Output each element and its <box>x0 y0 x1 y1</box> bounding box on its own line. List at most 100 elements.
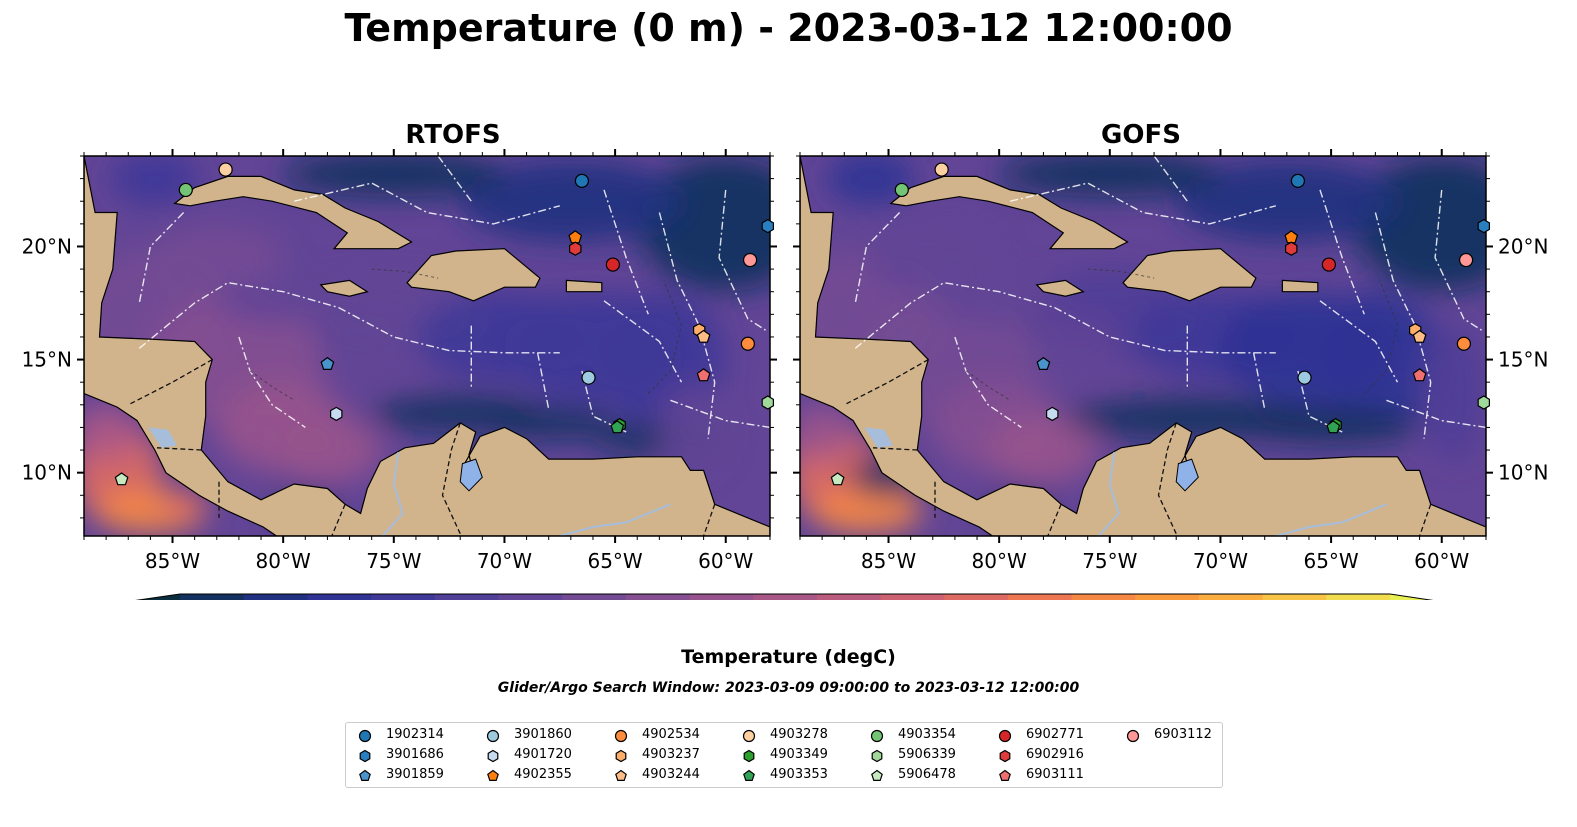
legend-label: 6903111 <box>1026 767 1084 782</box>
legend-marker <box>615 749 627 763</box>
float-marker-3901686 <box>761 218 775 234</box>
float-marker-1902314 <box>574 173 590 188</box>
legend-marker <box>359 769 371 781</box>
temperature-anomaly <box>999 156 1221 197</box>
legend-label: 4903353 <box>770 767 828 782</box>
x-tick-label: 75°W <box>366 549 421 573</box>
float-marker-4902534 <box>1456 336 1471 351</box>
search-window-text: Glider/Argo Search Window: 2023-03-09 09… <box>497 680 1080 696</box>
eez-boundary <box>138 281 560 354</box>
float-marker-4903244 <box>696 329 711 343</box>
temperature-anomaly <box>659 382 726 473</box>
legend-marker-icon <box>359 749 371 763</box>
temperature-anomaly <box>932 278 1066 324</box>
bathymetry-contour <box>647 280 683 394</box>
country-border <box>1157 422 1177 534</box>
x-tick-label: 65°W <box>1303 549 1358 573</box>
x-tick-label: 65°W <box>587 549 642 573</box>
temperature-anomaly <box>460 160 682 242</box>
panel-title-rtofs: RTOFS <box>405 120 501 150</box>
legend-label: 4903237 <box>642 747 700 762</box>
figure-title: Temperature (0 m) - 2023-03-12 12:00:00 <box>344 6 1233 50</box>
float-marker-4903354 <box>894 182 909 198</box>
eez-boundary <box>658 212 716 439</box>
x-tick-label: 80°W <box>972 549 1027 573</box>
legend-marker-icon <box>358 729 372 743</box>
eez-boundary <box>670 399 770 429</box>
colorbar-bin <box>1007 594 1073 600</box>
temperature-anomaly <box>84 404 140 460</box>
legend-marker <box>998 729 1012 743</box>
temperature-anomaly <box>811 488 922 534</box>
legend-marker <box>742 729 756 743</box>
x-tick-label: 85°W <box>861 549 916 573</box>
colorbar-bin <box>1071 594 1136 600</box>
eez-boundary <box>1386 399 1486 429</box>
float-marker-4903244 <box>1412 329 1427 343</box>
float-marker-6903111 <box>696 368 711 382</box>
bathymetry-contour <box>1363 280 1399 394</box>
legend-label: 6902916 <box>1026 747 1084 762</box>
map-frame <box>799 155 1487 537</box>
legend-marker-icon <box>870 729 884 743</box>
temperature-anomaly <box>866 223 1000 292</box>
x-tick-label: 70°W <box>1193 549 1248 573</box>
float-marker-1902314 <box>1290 173 1306 188</box>
float-legend: 1902314 3901686 3901859 3901860 4901720 49023… <box>345 722 1223 788</box>
eez-boundary <box>1153 156 1188 202</box>
legend-label: 4901720 <box>514 747 572 762</box>
temperature-anomaly <box>800 404 856 460</box>
float-marker-5906339 <box>1477 395 1491 410</box>
legend-marker-icon <box>487 769 499 781</box>
float-marker-4903278 <box>934 162 949 177</box>
eez-boundary <box>603 189 649 315</box>
puerto-rico-land <box>1281 279 1319 293</box>
jamaica-land <box>319 279 369 297</box>
y-tick-label: 10°N <box>1498 461 1548 485</box>
panel-title-gofs: GOFS <box>1101 120 1181 150</box>
map-panels: 85°W 80°W 75°W 70°W 65°W 60°W20°N15°N10°N85°W… <box>22 149 1548 600</box>
float-marker-4901720 <box>330 406 343 422</box>
eez-boundary <box>138 212 185 304</box>
colorbar-bin <box>816 594 882 600</box>
temperature-anomaly <box>482 407 616 439</box>
colorbar-bin <box>243 594 308 600</box>
legend-marker <box>614 729 628 743</box>
float-marker-6902916 <box>1284 241 1298 256</box>
colorbar-bin <box>689 594 754 600</box>
colorbar-bin <box>1135 594 1200 600</box>
legend-label: 3901860 <box>514 727 572 742</box>
float-marker-4903354 <box>178 182 193 198</box>
temperature-anomaly <box>161 490 206 518</box>
temperature-anomaly <box>216 278 350 324</box>
temperature-anomaly <box>1419 325 1486 462</box>
legend-marker <box>870 729 884 743</box>
legend-marker-icon <box>615 749 627 763</box>
eez-boundary <box>1374 212 1432 439</box>
country-border <box>872 447 918 451</box>
temperature-anomaly <box>110 156 200 206</box>
colorbar-bin <box>1262 594 1327 600</box>
lake-maracaibo <box>1175 458 1199 492</box>
eez-boundary <box>294 182 560 225</box>
float-marker-4903353 <box>610 420 625 434</box>
colorbar-bin <box>307 594 372 600</box>
legend-label: 5906478 <box>898 767 956 782</box>
legend-marker <box>1126 729 1140 743</box>
float-marker-6903112 <box>742 252 758 268</box>
colorbar-bin <box>1198 594 1264 600</box>
y-tick-label: 20°N <box>22 234 72 258</box>
float-marker-5906339 <box>761 395 775 410</box>
legend-label: 4903244 <box>642 767 700 782</box>
colorbar-bin <box>180 594 245 600</box>
x-tick-label: 85°W <box>145 549 200 573</box>
colorbar-bin <box>562 594 627 600</box>
river <box>559 503 671 536</box>
float-marker-4903353 <box>1326 420 1341 434</box>
legend-marker <box>871 749 883 763</box>
legend-label: 1902314 <box>386 727 444 742</box>
eez-boundary <box>1319 189 1365 315</box>
eez-boundary <box>536 352 550 410</box>
colorbar-bin <box>1326 594 1391 600</box>
legend-marker-icon <box>1126 729 1140 743</box>
